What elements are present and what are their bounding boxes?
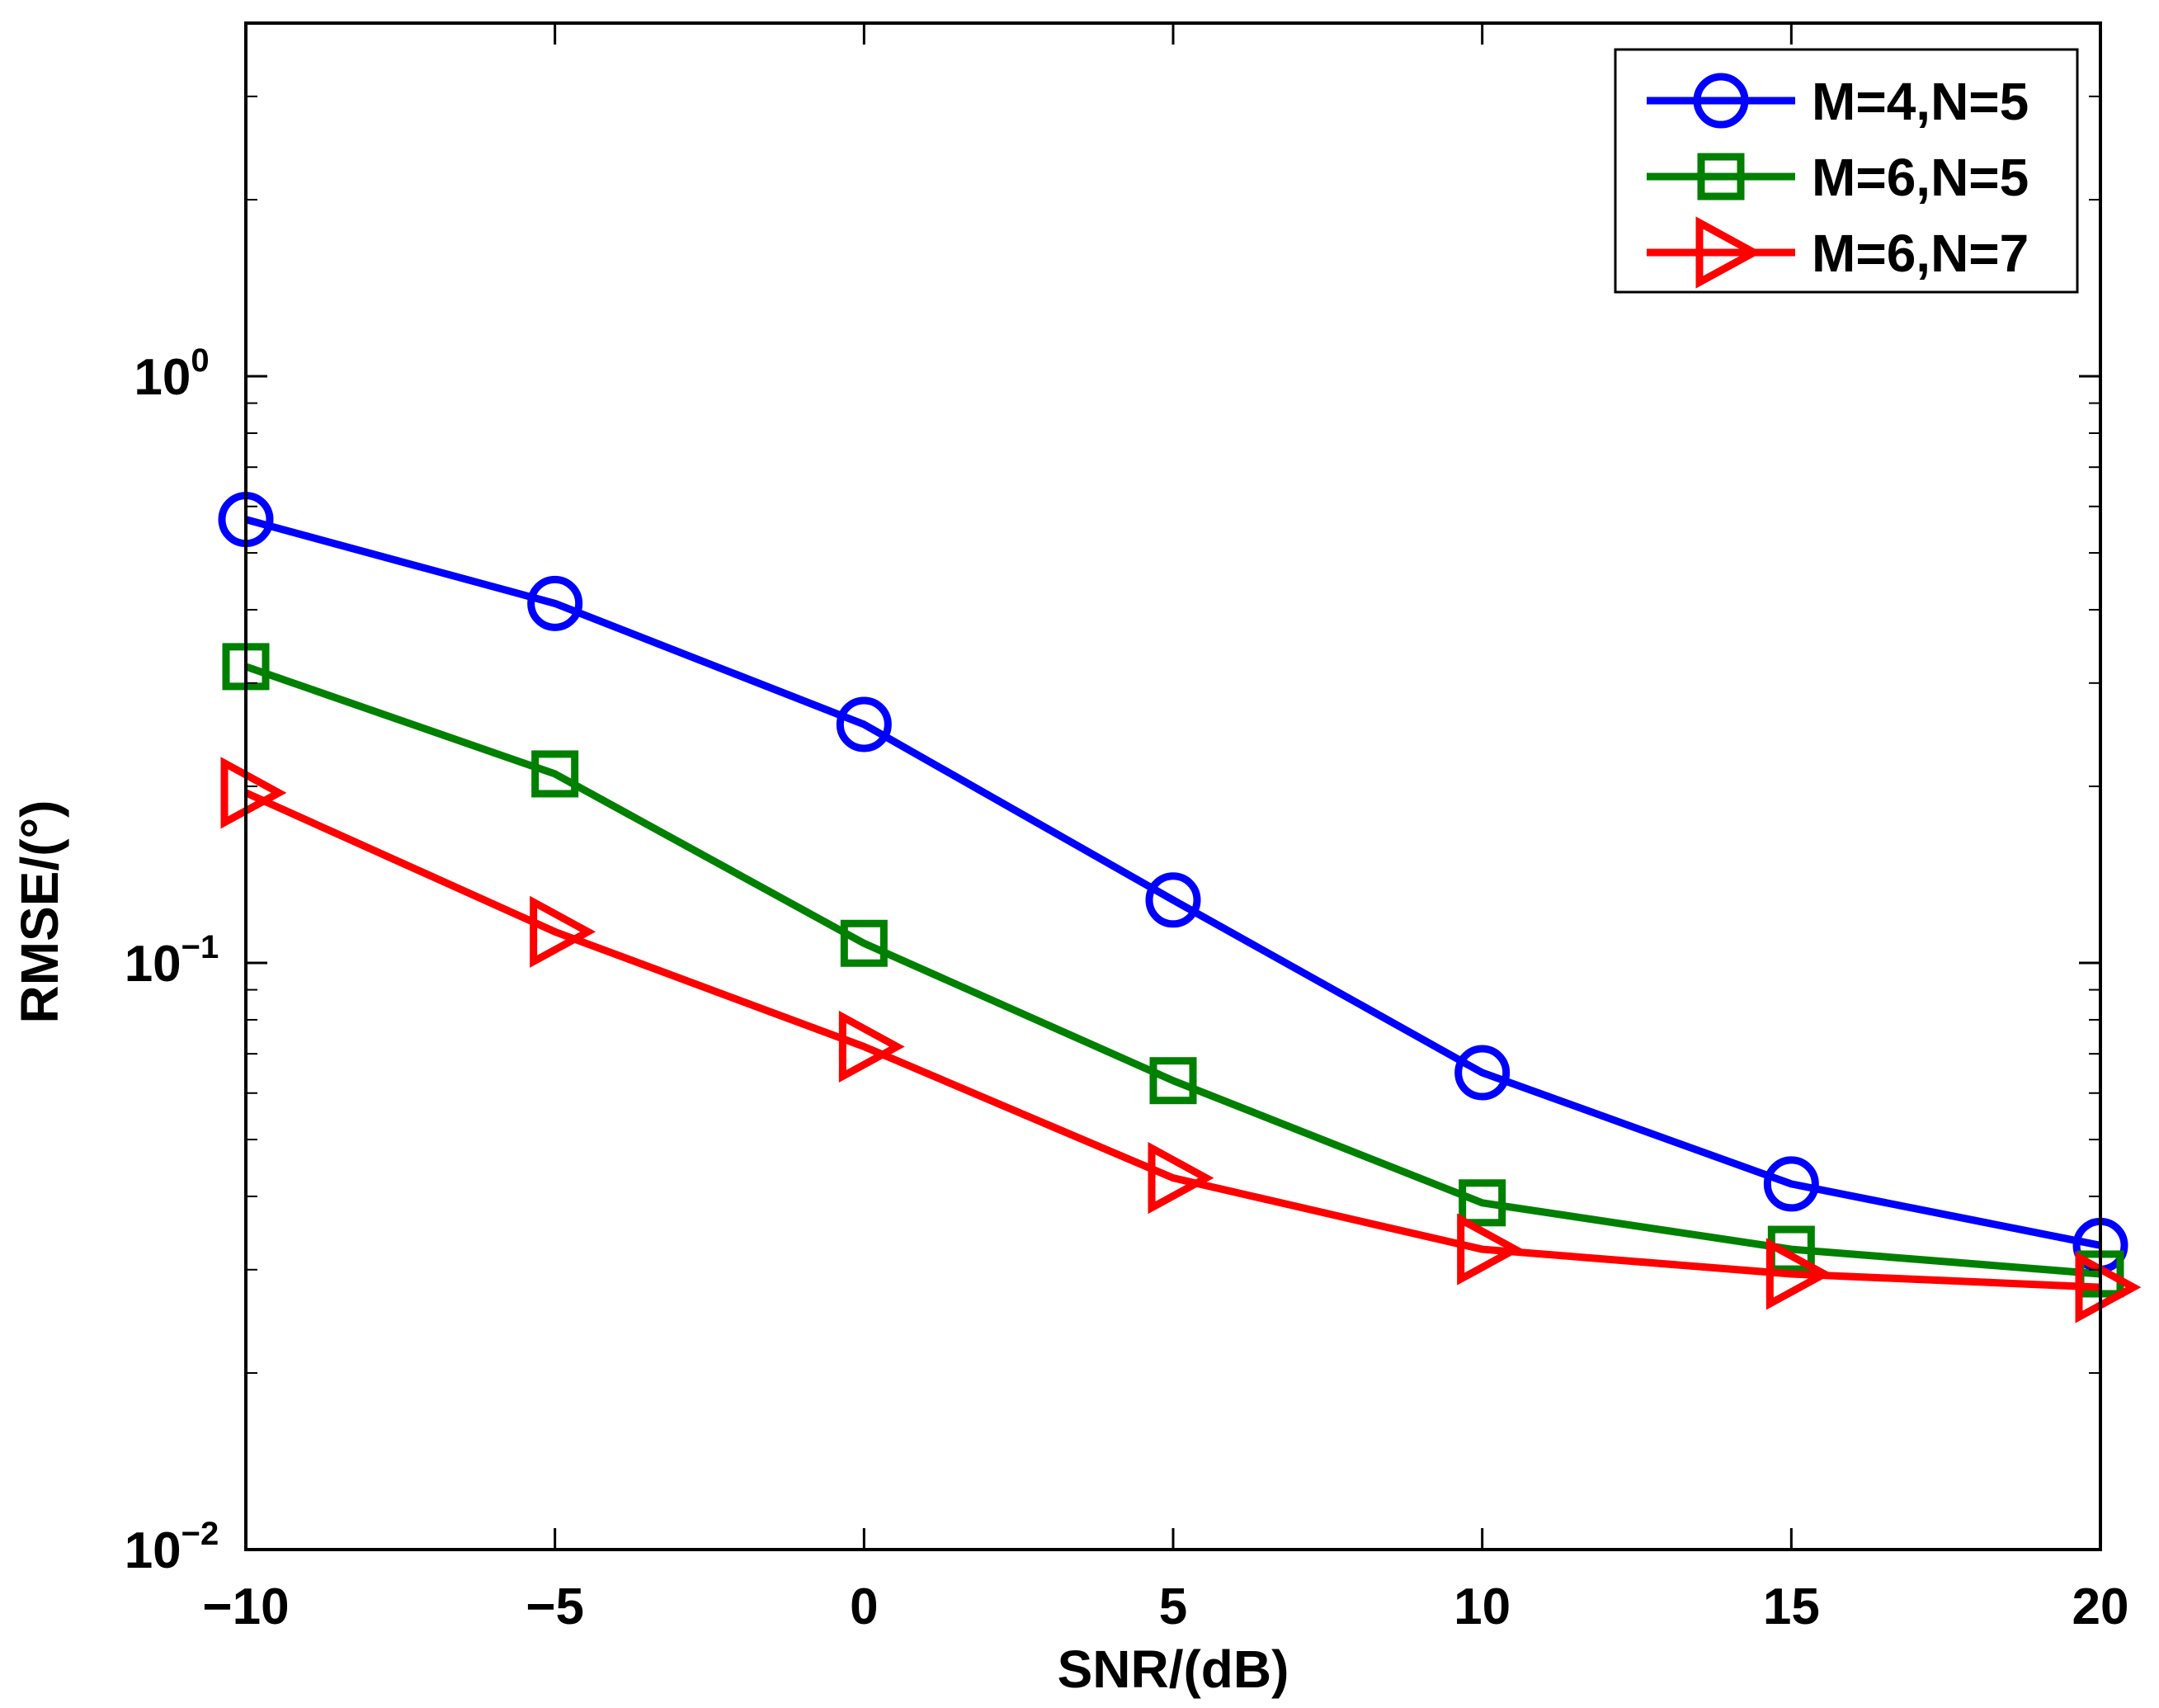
series-3-marker <box>530 895 596 968</box>
series-3-marker <box>1148 1142 1214 1215</box>
y-tick-base: 10 <box>134 349 191 406</box>
series-line-3 <box>244 789 2101 1291</box>
y-tick-exponent: −1 <box>181 929 219 965</box>
x-tick-label: −5 <box>526 1578 584 1635</box>
legend-label-3: M=6,N=7 <box>1812 224 2029 283</box>
legend-marker-1 <box>1693 73 1749 129</box>
series-line-2 <box>244 663 2101 1278</box>
series-2-marker <box>1149 1057 1197 1105</box>
y-tick-label: 10−1 <box>125 929 219 993</box>
y-tick-base: 10 <box>125 936 181 993</box>
x-tick-label: 5 <box>1159 1578 1187 1635</box>
series-2-marker <box>531 750 579 798</box>
y-tick-label: 10−2 <box>125 1516 219 1579</box>
x-tick-label: 10 <box>1454 1578 1511 1635</box>
series-3-marker <box>2075 1251 2142 1323</box>
y-tick-exponent: 0 <box>191 342 209 379</box>
legend: M=4,N=5 M=6,N=5 M=6,N=7 <box>1614 48 2079 294</box>
legend-marker-2 <box>1697 153 1745 201</box>
y-tick-base: 10 <box>125 1522 181 1579</box>
x-axis-label: SNR/(dB) <box>1058 1640 1289 1699</box>
legend-label-1: M=4,N=5 <box>1812 72 2029 131</box>
series-1-marker <box>527 575 583 631</box>
series-3-marker <box>220 757 287 829</box>
series-3-marker <box>838 1010 905 1083</box>
series-2-marker <box>840 919 888 967</box>
series-3-marker <box>1457 1213 1524 1286</box>
x-tick-label: 15 <box>1763 1578 1820 1635</box>
series-line-1 <box>244 516 2101 1249</box>
series-1-marker <box>1763 1156 1819 1212</box>
x-tick-label: 20 <box>2072 1578 2129 1635</box>
series-1-marker <box>1145 872 1201 928</box>
legend-marker-3 <box>1695 216 1762 289</box>
x-tick-label: −10 <box>202 1578 289 1635</box>
legend-label-2: M=6,N=5 <box>1812 148 2029 207</box>
y-tick-exponent: −2 <box>181 1516 219 1552</box>
series-1-marker <box>836 696 892 753</box>
y-axis-label: RMSE/(°) <box>10 800 69 1024</box>
series-2-marker <box>1459 1179 1506 1227</box>
x-tick-label: 0 <box>850 1578 878 1635</box>
series-1-marker <box>1454 1045 1511 1101</box>
series-3-marker <box>1765 1238 1832 1310</box>
y-tick-label: 100 <box>134 342 209 406</box>
